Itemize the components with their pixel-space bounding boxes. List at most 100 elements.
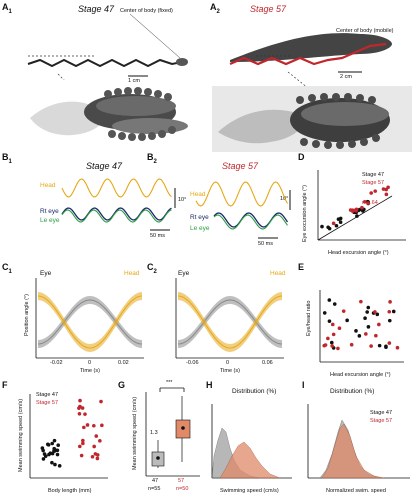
c1-tick-0: -0.02 — [50, 360, 63, 366]
f-point-57-15 — [82, 425, 86, 430]
d-xlabel: Head excursion angle (°) — [328, 250, 389, 256]
b2-title: Stage 57 — [222, 161, 259, 171]
a1-tadpole-photo — [20, 80, 190, 152]
f-point-47-9 — [57, 464, 62, 468]
e-point-57-2 — [387, 309, 392, 314]
f-point-57-17 — [92, 444, 96, 449]
e-xlabel: Head excursion angle (°) — [330, 372, 391, 378]
h-xlabel: Swimming speed (cm/s) — [220, 488, 279, 494]
a2-title: Stage 57 — [250, 4, 287, 14]
i-title: Distribution (%) — [330, 388, 375, 395]
a1-trajectory — [27, 58, 183, 68]
e-point-57-16 — [331, 332, 336, 337]
d-point-57-15 — [381, 187, 386, 191]
c1-eye-line — [37, 299, 143, 345]
d-legend-47: Stage 47 — [362, 172, 385, 178]
e-point-47-10 — [391, 309, 396, 314]
b2-le-eye-trace — [213, 214, 288, 230]
e-point-57-14 — [359, 299, 363, 304]
panel-label-f: F — [2, 380, 8, 390]
e-point-47-9 — [332, 302, 337, 306]
i-legend-47: Stage 47 — [370, 410, 393, 416]
f-xlabel: Body length (mm) — [48, 488, 92, 494]
e-point-47-1 — [357, 334, 362, 338]
panel-label-a1: A1 — [2, 2, 12, 15]
d-point-57-14 — [384, 187, 389, 192]
e-point-57-0 — [377, 322, 381, 327]
e-point-47-15 — [384, 345, 388, 350]
f-point-47-20 — [52, 438, 57, 443]
f-point-47-10 — [50, 460, 54, 465]
f-point-57-5 — [98, 439, 102, 443]
f-point-57-16 — [100, 423, 104, 428]
c2-xlabel: Time (s) — [220, 368, 240, 374]
f-point-57-1 — [83, 412, 87, 416]
c1-xlabel: Time (s) — [80, 368, 100, 374]
b1-head-label: Head — [40, 182, 56, 189]
panel-label-c1: C1 — [2, 262, 12, 275]
d-point-57-9 — [360, 205, 364, 210]
a2-com-label: Center of body (mobile) — [336, 28, 394, 34]
c2-eye-label: Eye — [178, 270, 190, 277]
e-point-57-19 — [395, 345, 400, 350]
a2-tadpole-silhouette — [230, 33, 392, 62]
c2-head-band — [178, 292, 282, 352]
d-point-47-7 — [338, 216, 343, 221]
c2-tick-0: -0.06 — [186, 360, 199, 366]
c2-tick-2: 0.06 — [262, 360, 273, 366]
h-dist-57 — [219, 441, 281, 479]
f-point-57-20 — [95, 456, 100, 461]
e-point-57-6 — [369, 344, 373, 348]
e-point-47-17 — [322, 311, 327, 315]
e-point-47-18 — [327, 298, 332, 302]
d-point-47-1 — [334, 223, 339, 228]
c1-tick-2: 0.02 — [118, 360, 129, 366]
g-n57-label: 57 — [178, 478, 185, 484]
e-point-47-11 — [366, 305, 371, 310]
c1-eye-label: Eye — [40, 270, 52, 277]
e-point-57-17 — [388, 300, 392, 304]
panel-label-h: H — [206, 380, 213, 390]
f-point-57-11 — [78, 398, 82, 403]
d-point-57-6 — [384, 192, 389, 197]
e-point-57-3 — [349, 342, 354, 347]
b1-scale-time: 50 ms — [150, 233, 165, 239]
b2-head-trace — [195, 181, 288, 207]
c2-head-line — [177, 295, 283, 349]
f-point-47-18 — [48, 451, 53, 455]
c2-eye-line — [177, 299, 283, 345]
e-point-47-12 — [354, 329, 358, 333]
e-point-47-2 — [387, 318, 392, 323]
a2-scale-label: 2 cm — [340, 74, 352, 80]
f-point-47-21 — [42, 452, 47, 456]
f-point-57-8 — [93, 452, 98, 456]
f-point-57-18 — [85, 423, 90, 427]
c2-head-label: Head — [270, 270, 286, 277]
e-point-57-7 — [323, 343, 328, 347]
panel-label-a2: A2 — [210, 2, 220, 15]
d-legend-57: Stage 57 — [362, 180, 385, 186]
d-point-57-13 — [366, 201, 370, 205]
f-point-57-10 — [78, 404, 82, 409]
d-point-57-8 — [369, 191, 373, 195]
panel-label-i: I — [302, 380, 305, 390]
b2-le-eye-label: Le eye — [190, 225, 210, 232]
g-nn47-label: n=55 — [148, 486, 161, 492]
d-point-57-4 — [362, 200, 367, 204]
c1-tick-1: 0 — [88, 360, 92, 366]
c1-head-line — [37, 295, 143, 349]
e-point-47-8 — [327, 319, 332, 323]
panel-label-d: D — [298, 152, 305, 162]
f-point-47-1 — [41, 457, 46, 461]
e-point-57-10 — [341, 309, 346, 313]
e-point-57-8 — [336, 346, 340, 351]
d-point-47-0 — [320, 224, 324, 229]
b2-rt-eye-trace — [213, 212, 289, 228]
c1-eye-band — [38, 296, 142, 348]
a1-scale-label: 1 cm — [128, 78, 140, 84]
g-significance: *** — [166, 380, 173, 386]
